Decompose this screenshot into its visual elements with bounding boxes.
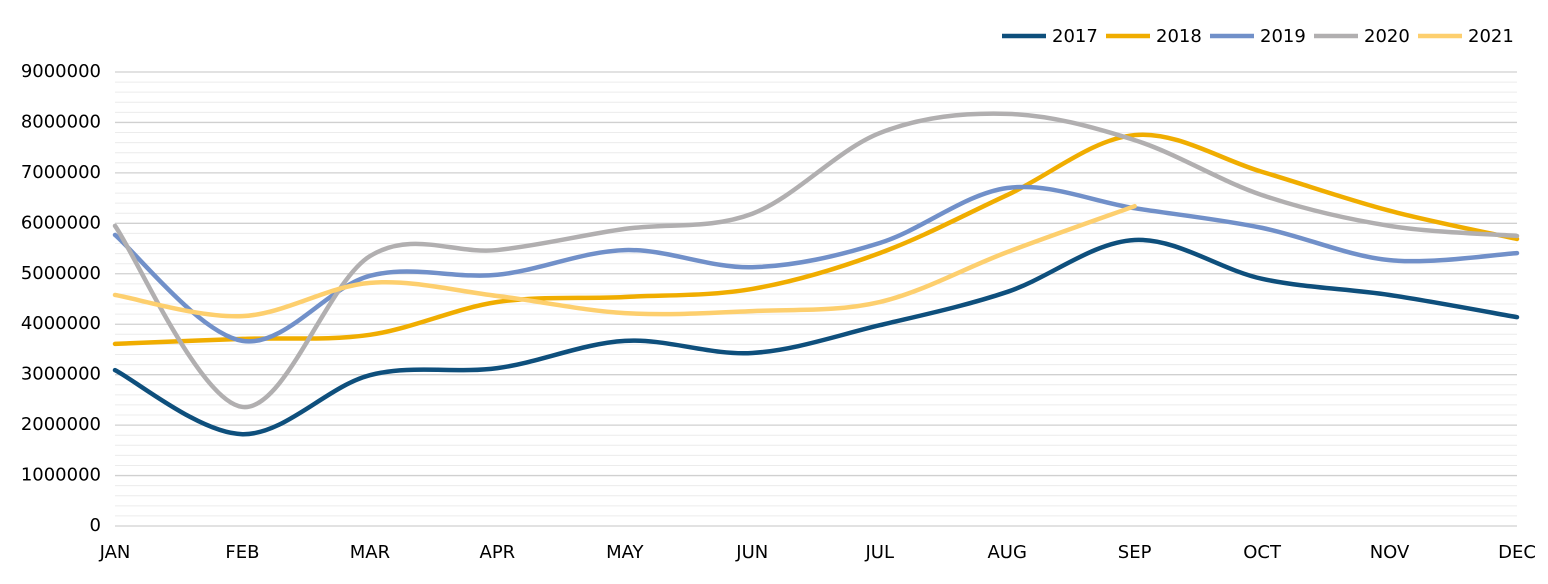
- legend-label: 2018: [1156, 26, 1202, 47]
- x-tick-label: APR: [480, 542, 516, 563]
- x-tick-label: FEB: [225, 542, 259, 563]
- y-tick-label: 6000000: [21, 212, 101, 233]
- legend-label: 2021: [1468, 26, 1514, 47]
- y-tick-label: 0: [90, 515, 101, 536]
- y-tick-label: 7000000: [21, 162, 101, 183]
- y-tick-label: 4000000: [21, 313, 101, 334]
- legend-label: 2020: [1364, 26, 1410, 47]
- x-tick-label: AUG: [987, 542, 1026, 563]
- legend-label: 2019: [1260, 26, 1306, 47]
- data-line: [112, 203, 1137, 319]
- x-tick-label: JUN: [735, 542, 768, 563]
- data-line: [112, 132, 1520, 347]
- y-tick-label: 8000000: [21, 111, 101, 132]
- y-tick-label: 3000000: [21, 364, 101, 385]
- y-tick-label: 2000000: [21, 414, 101, 435]
- y-tick-label: 9000000: [21, 61, 101, 82]
- data-line: [112, 237, 1520, 437]
- x-tick-label: JUL: [864, 542, 894, 563]
- data-line: [112, 111, 1520, 410]
- x-tick-label: MAY: [606, 542, 644, 563]
- legend-label: 2017: [1052, 26, 1098, 47]
- x-tick-label: JAN: [99, 542, 131, 563]
- x-tick-label: SEP: [1118, 542, 1152, 563]
- x-tick-label: DEC: [1498, 542, 1536, 563]
- data-line: [112, 184, 1520, 344]
- x-tick-label: OCT: [1243, 542, 1282, 563]
- x-tick-label: NOV: [1370, 542, 1410, 563]
- y-tick-label: 5000000: [21, 263, 101, 284]
- x-tick-label: MAR: [350, 542, 390, 563]
- y-tick-label: 1000000: [21, 465, 101, 486]
